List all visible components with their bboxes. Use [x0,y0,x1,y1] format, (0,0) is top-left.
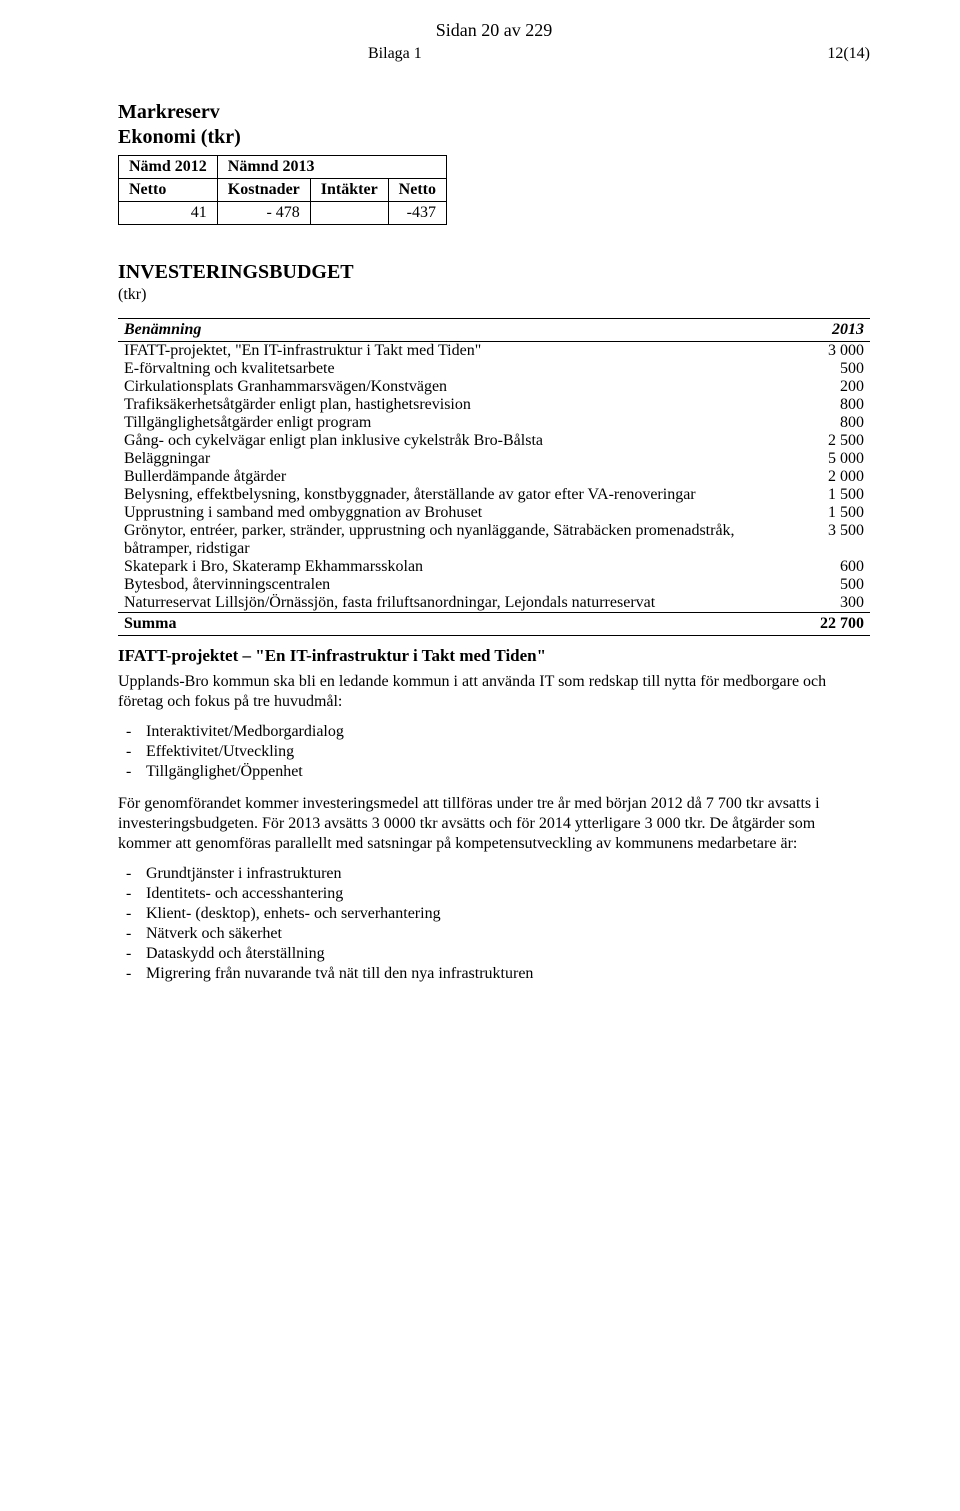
col-intakter: Intäkter [310,179,388,202]
ifatt-intro: Upplands-Bro kommun ska bli en ledande k… [118,672,870,712]
table-row: IFATT-projektet, "En IT-infrastruktur i … [118,342,870,361]
table-row: Trafiksäkerhetsåtgärder enligt plan, has… [118,396,870,414]
cell-kostnader: - 478 [217,202,310,225]
row-label: Naturreservat Lillsjön/Örnässjön, fasta … [118,594,778,613]
col-year: 2013 [778,319,870,342]
row-value: 2 500 [778,432,870,450]
table-head-2: Netto Kostnader Intäkter Netto [119,179,447,202]
table-row: Naturreservat Lillsjön/Örnässjön, fasta … [118,594,870,613]
table-row: Bytesbod, återvinningscentralen500 [118,576,870,594]
cell-intakter [310,202,388,225]
invest-table: Benämning 2013 IFATT-projektet, "En IT-i… [118,318,870,636]
list-item: Dataskydd och återställning [118,944,870,964]
row-value: 1 500 [778,486,870,504]
list-item: Grundtjänster i infrastrukturen [118,864,870,884]
row-label: Gång- och cykelvägar enligt plan inklusi… [118,432,778,450]
row-label: Bytesbod, återvinningscentralen [118,576,778,594]
table-row: Gång- och cykelvägar enligt plan inklusi… [118,432,870,450]
header-meta: Bilaga 1 12(14) [118,45,870,63]
bilaga-label: Bilaga 1 [368,45,422,63]
row-label: Trafiksäkerhetsåtgärder enligt plan, has… [118,396,778,414]
markreserv-subtitle: Ekonomi (tkr) [118,126,870,149]
list-item: Effektivitet/Utveckling [118,742,870,762]
row-value: 500 [778,576,870,594]
cell-netto-1: 41 [119,202,218,225]
row-label: Beläggningar [118,450,778,468]
col-benamning: Benämning [118,319,778,342]
col-netto-1: Netto [119,179,218,202]
table-row: 41 - 478 -437 [119,202,447,225]
row-value: 3 000 [778,342,870,361]
list-item: Identitets- och accesshantering [118,884,870,904]
table-row: Beläggningar5 000 [118,450,870,468]
row-label: Cirkulationsplats Granhammarsvägen/Konst… [118,378,778,396]
table-row: Cirkulationsplats Granhammarsvägen/Konst… [118,378,870,396]
row-value: 500 [778,360,870,378]
list-item: Nätverk och säkerhet [118,924,870,944]
table-row: E-förvaltning och kvalitetsarbete500 [118,360,870,378]
table-row: Skatepark i Bro, Skateramp Ekhammarsskol… [118,558,870,576]
actions-list: Grundtjänster i infrastrukturenIdentitet… [118,864,870,984]
ifatt-heading: IFATT-projektet – "En IT-infrastruktur i… [118,646,870,666]
table-row: Grönytor, entréer, parker, stränder, upp… [118,522,870,558]
goals-list: Interaktivitet/MedborgardialogEffektivit… [118,722,870,782]
row-label: E-förvaltning och kvalitetsarbete [118,360,778,378]
row-value: 1 500 [778,504,870,522]
invest-title: INVESTERINGSBUDGET [118,261,870,284]
list-item: Interaktivitet/Medborgardialog [118,722,870,742]
invest-header: Benämning 2013 [118,319,870,342]
sum-label: Summa [118,613,778,636]
row-value: 800 [778,396,870,414]
row-label: Tillgänglighetsåtgärder enligt program [118,414,778,432]
table-head-1: Nämd 2012 Nämnd 2013 [119,156,447,179]
list-item: Migrering från nuvarande två nät till de… [118,964,870,984]
col-kostnader: Kostnader [217,179,310,202]
row-label: Belysning, effektbelysning, konstbyggnad… [118,486,778,504]
page-header: Sidan 20 av 229 [118,20,870,41]
table-row: Tillgänglighetsåtgärder enligt program80… [118,414,870,432]
markreserv-table: Nämd 2012 Nämnd 2013 Netto Kostnader Int… [118,155,447,225]
row-value: 600 [778,558,870,576]
table-row: Bullerdämpande åtgärder2 000 [118,468,870,486]
page-of: 12(14) [827,45,870,63]
row-label: Grönytor, entréer, parker, stränder, upp… [118,522,778,558]
list-item: Tillgänglighet/Öppenhet [118,762,870,782]
col-netto-2: Netto [388,179,446,202]
tkr-label: (tkr) [118,286,870,304]
row-label: IFATT-projektet, "En IT-infrastruktur i … [118,342,778,361]
cell-netto-2: -437 [388,202,446,225]
row-value: 3 500 [778,522,870,558]
invest-sum: Summa 22 700 [118,613,870,636]
row-value: 2 000 [778,468,870,486]
col-namnd-2012: Nämd 2012 [119,156,218,179]
table-row: Upprustning i samband med ombyggnation a… [118,504,870,522]
row-value: 300 [778,594,870,613]
table-row: Belysning, effektbelysning, konstbyggnad… [118,486,870,504]
list-item: Klient- (desktop), enhets- och serverhan… [118,904,870,924]
row-label: Upprustning i samband med ombyggnation a… [118,504,778,522]
sum-value: 22 700 [778,613,870,636]
col-namnd-2013: Nämnd 2013 [217,156,446,179]
row-value: 200 [778,378,870,396]
row-value: 800 [778,414,870,432]
ifatt-para2: För genomförandet kommer investeringsmed… [118,794,870,854]
markreserv-title: Markreserv [118,101,870,124]
page: Sidan 20 av 229 Bilaga 1 12(14) Markrese… [0,0,960,1511]
row-label: Bullerdämpande åtgärder [118,468,778,486]
row-value: 5 000 [778,450,870,468]
row-label: Skatepark i Bro, Skateramp Ekhammarsskol… [118,558,778,576]
